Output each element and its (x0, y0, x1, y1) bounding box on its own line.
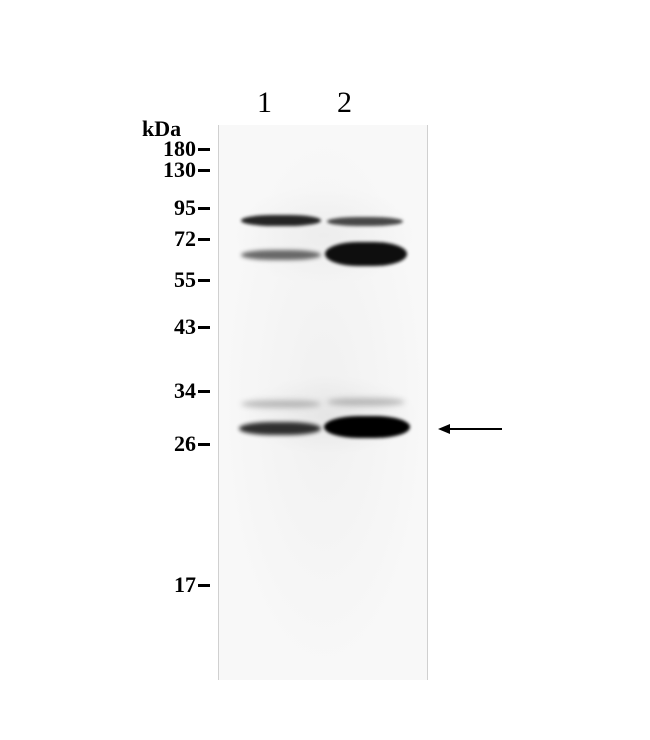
band-lane2-30kda-faint (327, 398, 405, 406)
ladder-tick (198, 390, 210, 393)
band-lane1-30kda-faint (241, 400, 321, 408)
ladder-marker-130: 130 (163, 157, 196, 183)
band-lane2-60kda (325, 242, 407, 266)
band-lane2-26kda (324, 416, 410, 438)
ladder-marker-26: 26 (174, 431, 196, 457)
blot-membrane (218, 125, 428, 680)
band-lane1-26kda (239, 422, 321, 435)
ladder-tick (198, 207, 210, 210)
ladder-marker-34: 34 (174, 378, 196, 404)
blot-noise (229, 185, 419, 285)
lane-label-2: 2 (337, 86, 352, 120)
ladder-tick (198, 238, 210, 241)
lane-label-1: 1 (257, 86, 272, 120)
ladder-marker-72: 72 (174, 226, 196, 252)
ladder-tick (198, 326, 210, 329)
ladder-tick (198, 169, 210, 172)
blot-noise (239, 375, 419, 455)
ladder-tick (198, 584, 210, 587)
arrow-head-icon (438, 424, 450, 434)
target-arrow (438, 424, 502, 434)
ladder-marker-55: 55 (174, 267, 196, 293)
band-lane1-80kda (241, 215, 321, 226)
ladder-marker-17: 17 (174, 572, 196, 598)
ladder-marker-95: 95 (174, 195, 196, 221)
band-lane1-60kda (241, 250, 321, 260)
band-lane2-80kda (327, 217, 403, 226)
ladder-tick (198, 279, 210, 282)
ladder-tick (198, 148, 210, 151)
ladder-marker-43: 43 (174, 314, 196, 340)
ladder-tick (198, 443, 210, 446)
arrow-line (450, 428, 502, 430)
